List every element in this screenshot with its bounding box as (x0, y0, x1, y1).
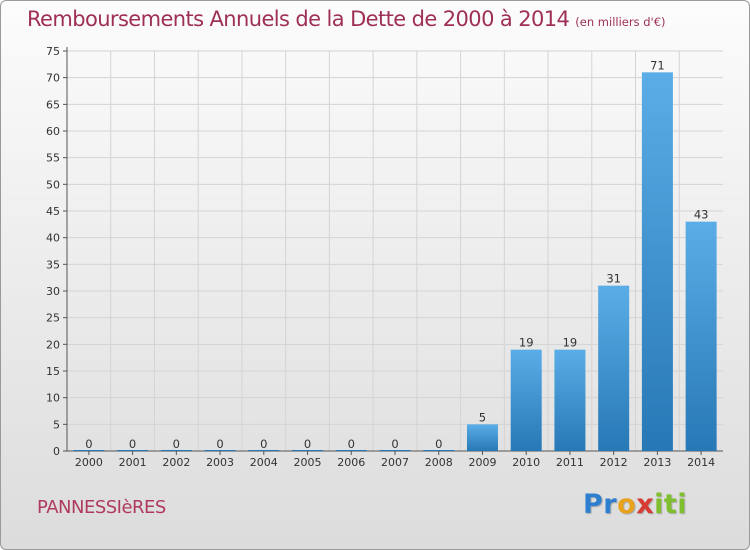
y-tick-label: 65 (46, 98, 60, 111)
value-label-2011: 19 (563, 336, 578, 350)
bar-2005 (292, 450, 324, 451)
commune-name: PANNESSIèRES (37, 497, 166, 518)
bar-2008 (423, 450, 455, 451)
bars (73, 72, 717, 451)
x-tick-label-2011: 2011 (556, 456, 584, 469)
x-tick-label-2003: 2003 (206, 456, 234, 469)
bar-2002 (160, 450, 192, 451)
logo-letter: o (617, 489, 637, 520)
y-tick-label: 15 (46, 365, 60, 378)
value-label-2014: 43 (694, 208, 709, 222)
bar-2010 (510, 349, 542, 451)
y-tick-labels: 0 5 10 15 20 25 30 35 40 45 50 55 60 65 70 75 (46, 45, 60, 458)
y-tick-label: 30 (46, 285, 60, 298)
x-tick-label-2005: 2005 (294, 456, 322, 469)
y-tick-label: 5 (53, 418, 60, 431)
value-label-2008: 0 (435, 437, 442, 451)
chart-title-text: Remboursements Annuels de la Dette de 20… (27, 7, 570, 31)
logo-letter: t (663, 489, 678, 520)
proxiti-logo: Proxiti (583, 489, 687, 520)
bar-2007 (379, 450, 411, 451)
grid-lines (67, 50, 723, 451)
x-tick-label-2014: 2014 (687, 456, 715, 469)
value-label-2007: 0 (391, 437, 398, 451)
x-tick-label-2002: 2002 (162, 456, 190, 469)
y-tick-label: 70 (46, 72, 60, 85)
bar-2006 (335, 450, 367, 451)
value-label-2004: 0 (260, 437, 267, 451)
x-tick-label-2010: 2010 (512, 456, 540, 469)
x-tick-label-2013: 2013 (643, 456, 671, 469)
bar-2011 (554, 349, 586, 451)
x-tick-label-2009: 2009 (468, 456, 496, 469)
bar-2014 (685, 221, 717, 451)
y-tick-label: 20 (46, 338, 60, 351)
value-label-2005: 0 (304, 437, 311, 451)
value-label-2000: 0 (85, 437, 92, 451)
bar-2012 (598, 285, 630, 451)
y-tick-label: 10 (46, 392, 60, 405)
value-label-2010: 19 (519, 336, 534, 350)
logo-letter: x (636, 489, 655, 520)
logo-letter: r (603, 489, 618, 520)
value-label-2002: 0 (173, 437, 180, 451)
y-tick-label: 55 (46, 152, 60, 165)
y-tick-label: 45 (46, 205, 60, 218)
y-tick-label: 40 (46, 232, 60, 245)
bar-2013 (641, 72, 673, 451)
x-tick-label-2006: 2006 (337, 456, 365, 469)
value-labels: 0 0 0 0 0 0 0 0 0 5 19 19 31 71 43 (85, 58, 708, 451)
y-tick-label: 35 (46, 258, 60, 271)
y-tick-label: 75 (46, 45, 60, 58)
bar-2000 (73, 450, 105, 451)
x-tick-label-2001: 2001 (119, 456, 147, 469)
x-tick-label-2004: 2004 (250, 456, 278, 469)
value-label-2003: 0 (216, 437, 223, 451)
y-tick-label: 25 (46, 312, 60, 325)
value-label-2006: 0 (348, 437, 355, 451)
y-tick-label: 60 (46, 125, 60, 138)
y-tick-label: 50 (46, 178, 60, 191)
y-tick-label: 0 (53, 445, 60, 458)
x-tick-label-2007: 2007 (381, 456, 409, 469)
bar-2001 (117, 450, 149, 451)
x-tick-label-2000: 2000 (75, 456, 103, 469)
value-label-2013: 71 (650, 58, 665, 72)
x-tick-labels: 2000 2001 2002 2003 2004 2005 2006 2007 2008 2009… (75, 456, 715, 469)
x-tick-label-2012: 2012 (600, 456, 628, 469)
chart-title: Remboursements Annuels de la Dette de 20… (27, 7, 666, 31)
logo-letter: P (583, 489, 604, 520)
value-label-2001: 0 (129, 437, 136, 451)
chart-unit: (en milliers d'€) (575, 15, 666, 29)
logo-letter: i (654, 489, 664, 520)
value-label-2012: 31 (606, 272, 621, 286)
logo-letter: i (677, 489, 688, 520)
bar-2003 (204, 450, 236, 451)
x-tick-label-2008: 2008 (425, 456, 453, 469)
value-label-2009: 5 (479, 410, 486, 424)
bar-2004 (248, 450, 280, 451)
bar-2009 (466, 424, 498, 451)
